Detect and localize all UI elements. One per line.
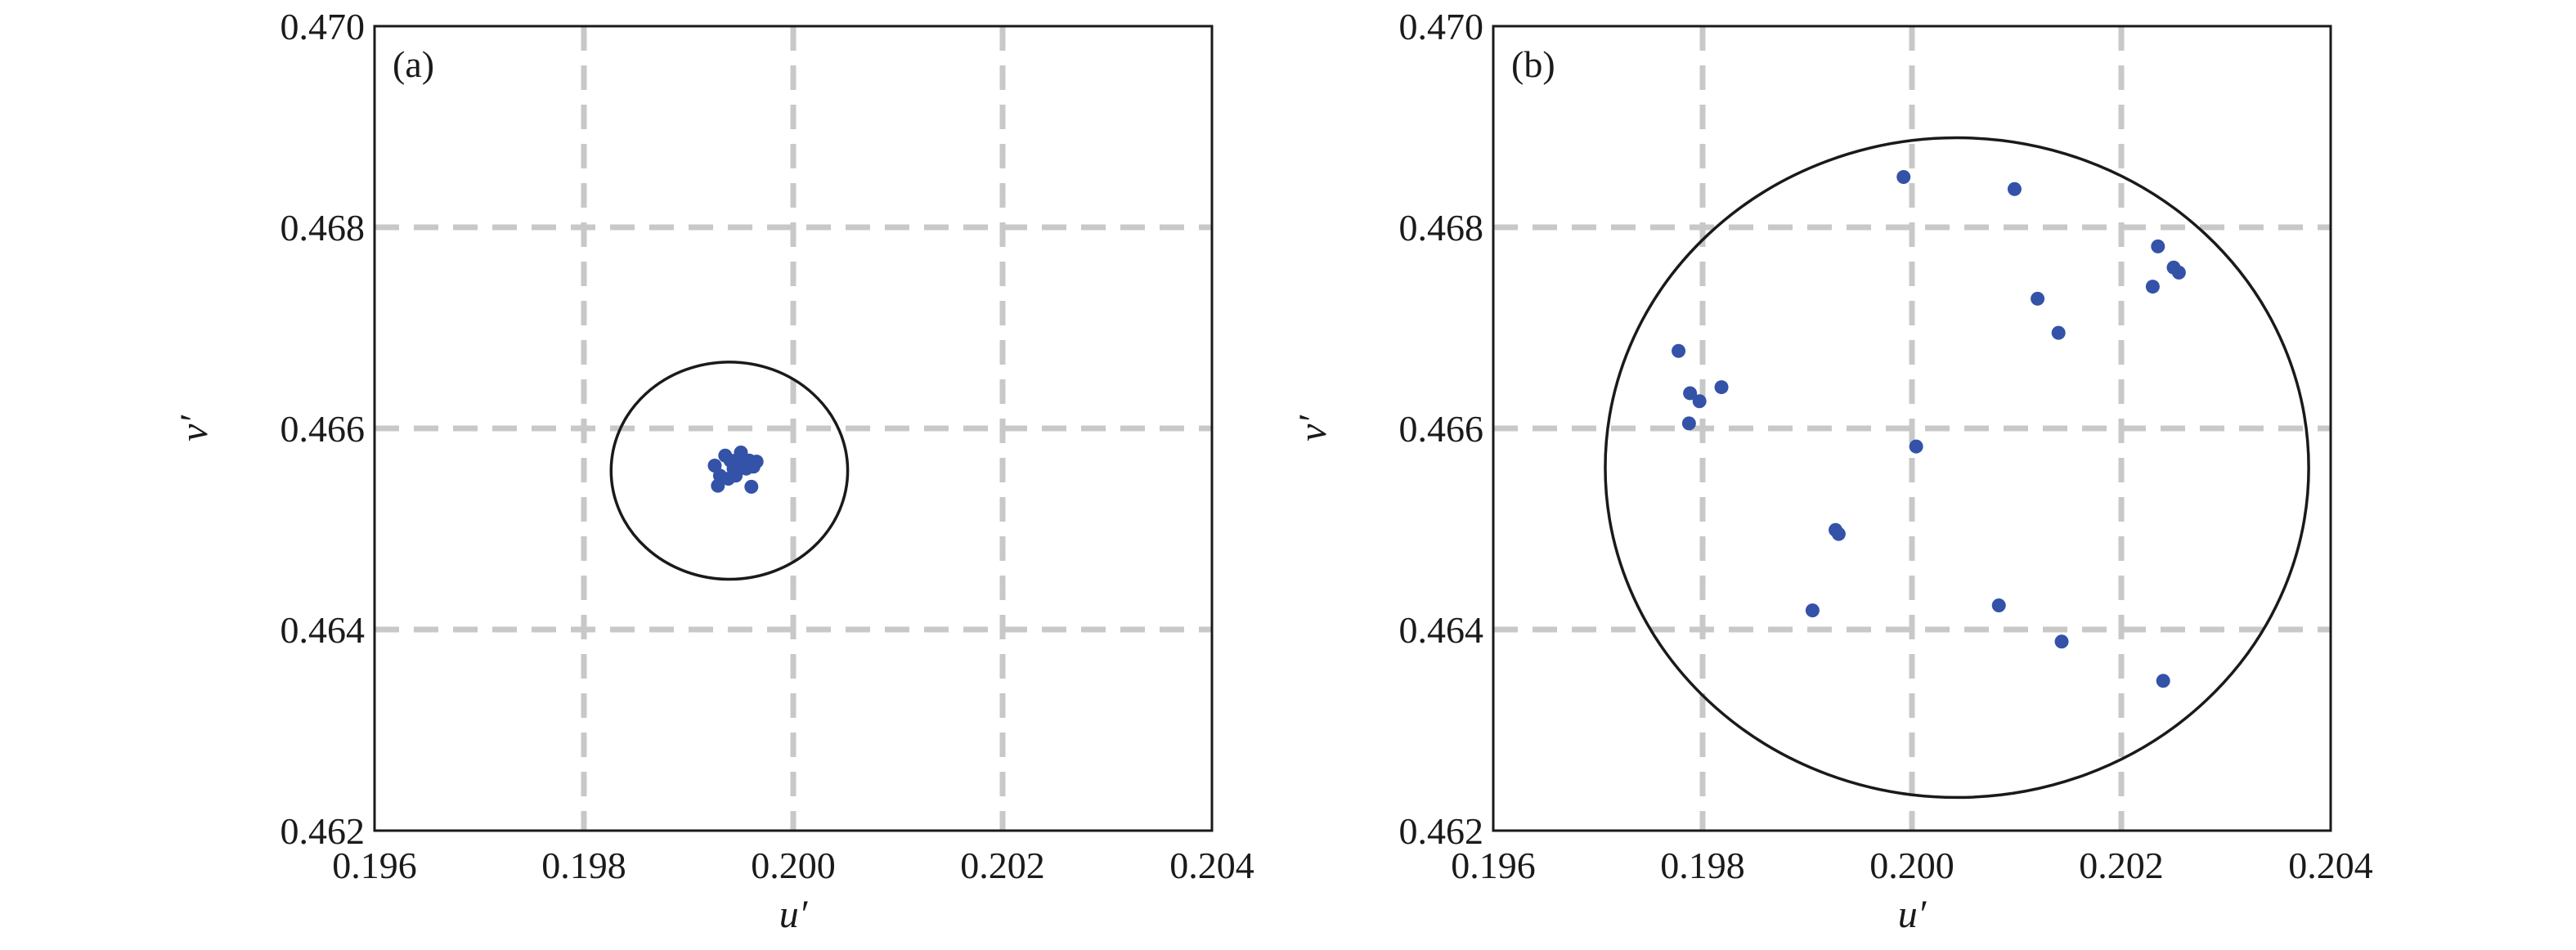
y-axis-label: v′ (173, 415, 216, 441)
data-point (1683, 386, 1698, 401)
data-point (1991, 598, 2006, 612)
y-tick-label: 0.470 (280, 6, 366, 47)
data-point (2051, 325, 2066, 340)
data-point (721, 472, 736, 486)
y-tick-label: 0.468 (280, 207, 366, 249)
x-tick-label: 0.202 (960, 845, 1045, 886)
data-point (2054, 634, 2069, 649)
data-point (1831, 527, 1846, 541)
panel-label: (a) (393, 43, 434, 85)
panel-b: 0.196 0.198 0.200 0.202 0.204 0.462 0.464 0.466… (1291, 6, 2373, 936)
tolerance-ellipse (609, 361, 850, 581)
y-tick-label: 0.466 (1399, 408, 1484, 450)
data-point (1805, 603, 1820, 618)
y-tick-label: 0.462 (1399, 810, 1484, 852)
y-tick-label: 0.466 (280, 408, 366, 450)
data-point (2156, 674, 2170, 688)
data-point (1672, 343, 1686, 358)
plot-frame (1492, 25, 2332, 832)
x-tick-label: 0.196 (1451, 845, 1536, 886)
tolerance-ellipse (1604, 136, 2310, 800)
y-tick-label: 0.464 (1399, 609, 1484, 651)
data-point (1714, 380, 1729, 395)
y-tick-label: 0.462 (280, 810, 366, 852)
data-point (2171, 265, 2186, 280)
plot-frame (373, 25, 1214, 832)
x-tick-label: 0.204 (2288, 845, 2373, 886)
y-tick-label: 0.470 (1399, 6, 1484, 47)
data-point (2145, 280, 2160, 294)
panel-a: 0.196 0.198 0.200 0.202 0.204 0.462 0.464 0.466… (173, 6, 1254, 936)
y-tick-label: 0.468 (1399, 207, 1484, 249)
data-point (2007, 181, 2022, 196)
data-point (749, 455, 764, 469)
data-point (1909, 439, 1923, 454)
data-point (1692, 394, 1707, 409)
x-tick-label: 0.202 (2079, 845, 2164, 886)
x-tick-label: 0.204 (1169, 845, 1254, 886)
data-point (1896, 170, 1911, 184)
x-tick-label: 0.198 (1660, 845, 1745, 886)
x-axis-label: u′ (779, 893, 809, 936)
y-axis-label: v′ (1291, 415, 1335, 441)
data-point (2151, 239, 2165, 253)
x-tick-label: 0.196 (332, 845, 417, 886)
y-tick-label: 0.464 (280, 609, 366, 651)
x-tick-label: 0.200 (1869, 845, 1954, 886)
x-axis-label: u′ (1898, 893, 1928, 936)
data-point (1681, 416, 1696, 431)
data-point (711, 478, 725, 493)
data-point (2031, 291, 2045, 306)
x-tick-label: 0.198 (541, 845, 626, 886)
panel-label: (b) (1511, 43, 1555, 85)
data-point (744, 479, 759, 494)
x-tick-label: 0.200 (751, 845, 836, 886)
